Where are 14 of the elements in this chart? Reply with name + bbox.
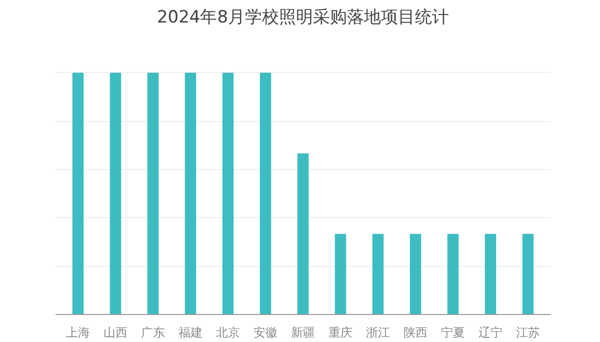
- x-tick-label: 重庆: [328, 326, 352, 340]
- x-tick-label: 新疆: [291, 326, 315, 340]
- x-tick-label: 广东: [141, 326, 165, 340]
- chart-title: 2024年8月学校照明采购落地项目统计: [156, 8, 450, 28]
- x-tick-label: 北京: [216, 326, 240, 340]
- x-tick-label: 安徽: [254, 326, 278, 340]
- x-tick-label: 福建: [178, 326, 202, 340]
- x-tick-label: 上海: [66, 326, 90, 340]
- x-tick-label: 宁夏: [441, 326, 465, 340]
- x-tick-label: 江苏: [516, 326, 540, 340]
- x-tick-label: 陕西: [404, 326, 428, 340]
- x-tick-label: 辽宁: [478, 326, 502, 340]
- x-tick-label: 浙江: [366, 326, 390, 340]
- x-tick-label: 山西: [104, 326, 128, 340]
